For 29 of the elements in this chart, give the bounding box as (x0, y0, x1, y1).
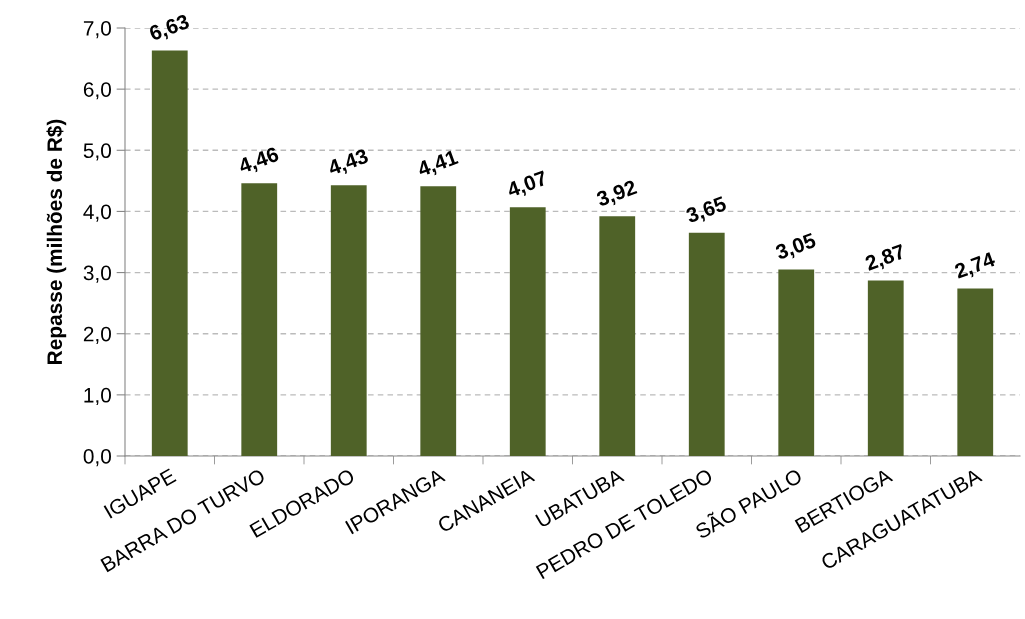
y-axis-title: Repasse (milhões de R$) (46, 119, 67, 364)
y-tick-label: 4,0 (83, 204, 111, 222)
bar (778, 269, 815, 456)
data-label: 4,07 (505, 170, 549, 201)
bar (241, 183, 278, 456)
data-label: 2,74 (953, 251, 998, 282)
bar (867, 280, 904, 456)
data-label: 4,41 (416, 149, 460, 180)
y-tick-label: 2,0 (83, 326, 111, 344)
data-label: 2,87 (864, 243, 907, 274)
data-label: 3,92 (595, 179, 639, 210)
data-label: 3,05 (774, 232, 818, 263)
data-label: 4,43 (326, 148, 371, 179)
y-tick-label: 5,0 (83, 143, 111, 161)
y-tick-label: 0,0 (83, 449, 111, 467)
y-tick-label: 1,0 (84, 387, 111, 406)
bar (599, 216, 636, 456)
bar (330, 185, 367, 456)
bar (420, 186, 457, 456)
y-tick-label: 7,0 (83, 21, 111, 39)
y-tick-label: 6,0 (83, 82, 111, 100)
data-label: 6,63 (148, 13, 192, 44)
y-tick-label: 3,0 (83, 265, 111, 283)
bar (509, 207, 546, 456)
bar (151, 50, 188, 456)
bar (688, 232, 725, 456)
data-label: 4,46 (237, 146, 281, 177)
bar (957, 288, 994, 456)
data-label: 3,65 (685, 195, 729, 227)
